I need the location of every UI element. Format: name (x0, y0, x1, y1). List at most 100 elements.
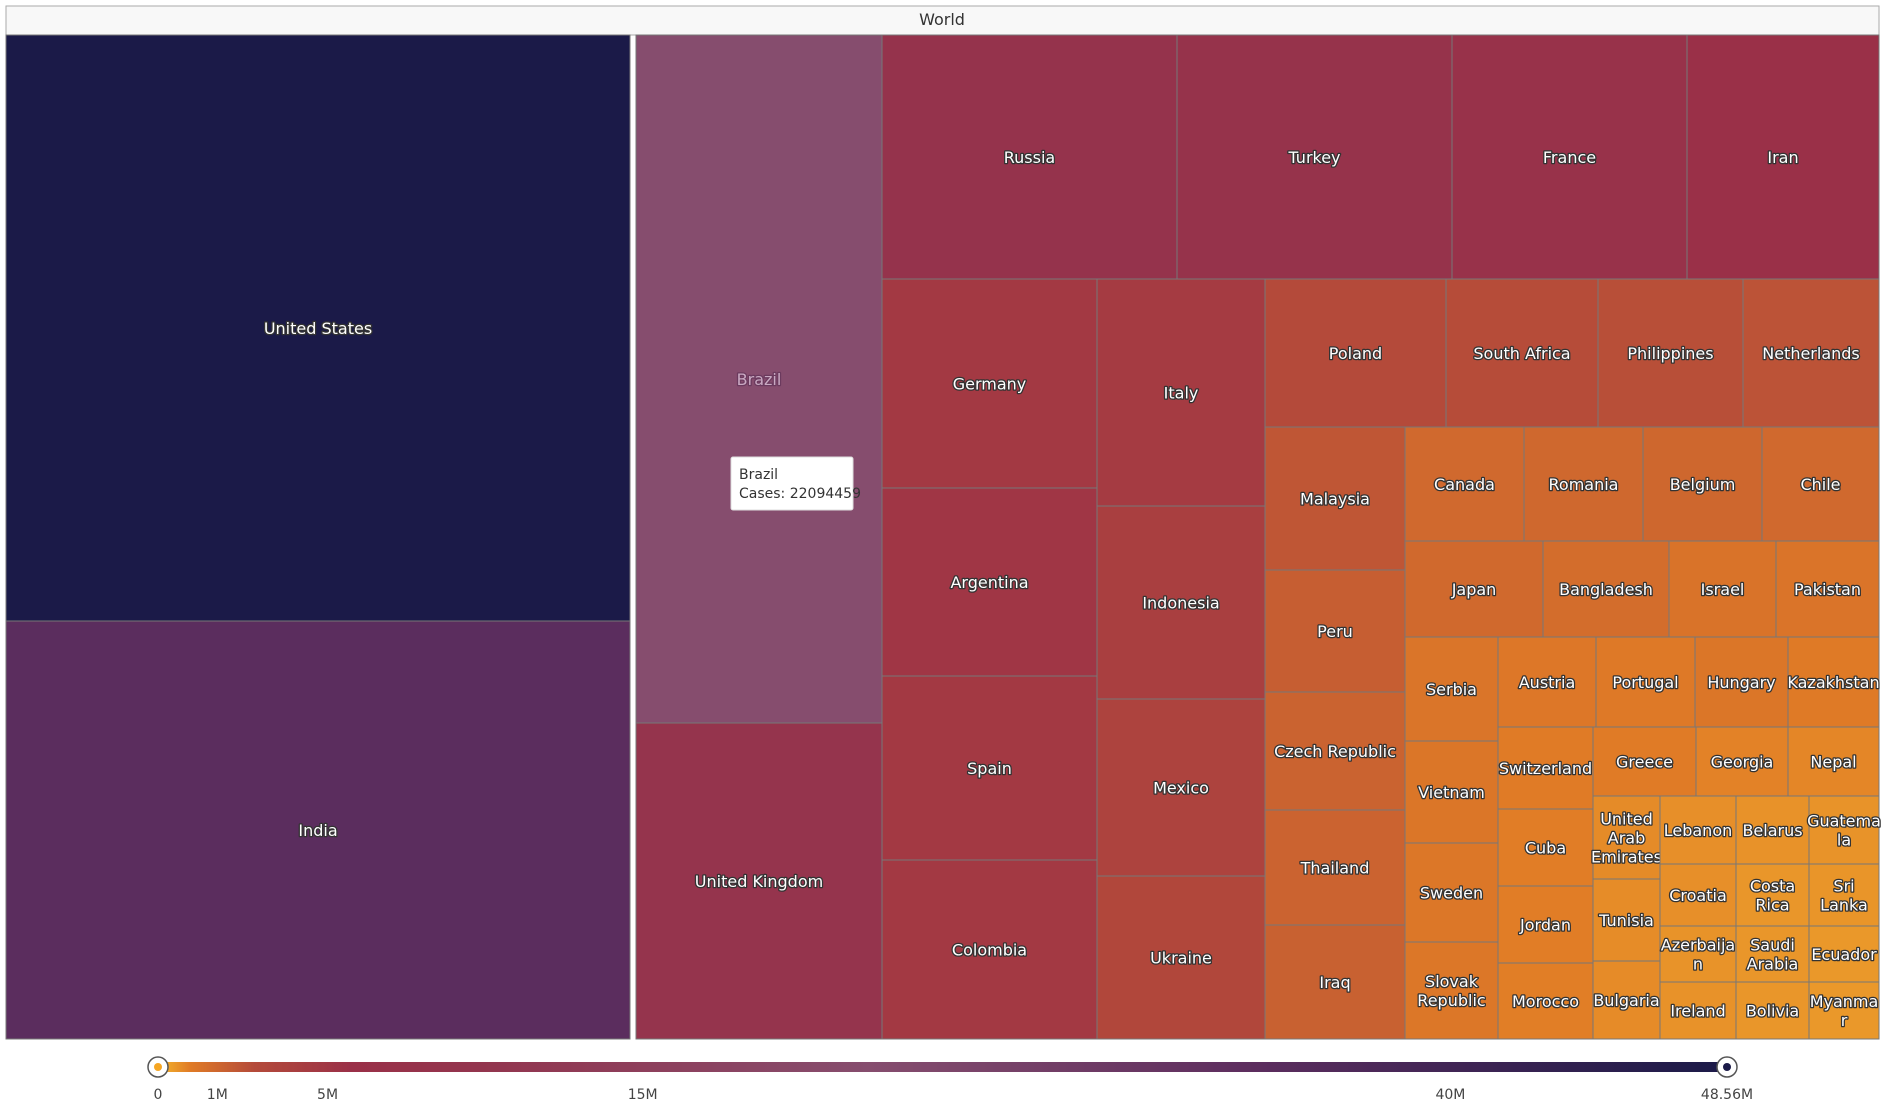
range-handle-max[interactable] (1716, 1056, 1738, 1078)
tile-rect-spain[interactable] (881, 675, 1098, 861)
tile-rect-bolivia[interactable] (1735, 981, 1810, 1040)
tile-rect-russia[interactable] (881, 34, 1178, 280)
tile-rect-slovak-republic[interactable] (1404, 941, 1499, 1040)
tile-chile[interactable]: Chile (1761, 426, 1880, 542)
tile-pakistan[interactable]: Pakistan (1775, 540, 1880, 638)
tile-georgia[interactable]: Georgia (1695, 726, 1789, 797)
tile-myanmar[interactable]: Myanma r (1808, 981, 1880, 1040)
tile-rect-south-africa[interactable] (1445, 278, 1599, 428)
tile-rect-france[interactable] (1451, 34, 1688, 280)
tile-iraq[interactable]: Iraq (1264, 924, 1406, 1040)
tile-indonesia[interactable]: Indonesia (1096, 505, 1266, 700)
tile-ukraine[interactable]: Ukraine (1096, 875, 1266, 1040)
tile-rect-costa-rica[interactable] (1735, 863, 1810, 927)
tile-switzerland[interactable]: Switzerland (1497, 726, 1594, 810)
tile-netherlands[interactable]: Netherlands (1742, 278, 1880, 428)
tile-rect-united-states[interactable] (5, 34, 631, 622)
tile-greece[interactable]: Greece (1592, 726, 1697, 797)
tile-japan[interactable]: Japan (1404, 540, 1544, 638)
tile-rect-poland[interactable] (1264, 278, 1447, 428)
tile-croatia[interactable]: Croatia (1659, 863, 1737, 927)
tile-rect-ecuador[interactable] (1808, 925, 1880, 983)
tile-rect-mexico[interactable] (1096, 698, 1266, 877)
tile-saudi-arabia[interactable]: Saudi Arabia (1735, 925, 1810, 983)
tile-lebanon[interactable]: Lebanon (1659, 795, 1737, 865)
tile-tunisia[interactable]: Tunisia (1592, 878, 1661, 962)
tile-rect-kazakhstan[interactable] (1787, 636, 1880, 728)
tile-india[interactable]: India (5, 620, 631, 1040)
tile-belarus[interactable]: Belarus (1735, 795, 1810, 865)
tile-rect-switzerland[interactable] (1497, 726, 1594, 810)
tile-rect-morocco[interactable] (1497, 962, 1594, 1040)
tile-sri-lanka[interactable]: Sri Lanka (1808, 863, 1880, 927)
tile-romania[interactable]: Romania (1523, 426, 1644, 542)
tile-rect-sweden[interactable] (1404, 842, 1499, 943)
tile-rect-sri-lanka[interactable] (1808, 863, 1880, 927)
tile-turkey[interactable]: Turkey (1176, 34, 1453, 280)
tile-rect-nepal[interactable] (1787, 726, 1880, 797)
tile-morocco[interactable]: Morocco (1497, 962, 1594, 1040)
tile-rect-serbia[interactable] (1404, 636, 1499, 742)
tile-rect-vietnam[interactable] (1404, 740, 1499, 844)
tile-united-kingdom[interactable]: United Kingdom (635, 722, 883, 1040)
treemap-root-header[interactable]: World (5, 5, 1880, 36)
tile-nepal[interactable]: Nepal (1787, 726, 1880, 797)
tile-iran[interactable]: Iran (1686, 34, 1880, 280)
tile-rect-myanmar[interactable] (1808, 981, 1880, 1040)
tile-rect-guatemala[interactable] (1808, 795, 1880, 865)
tile-serbia[interactable]: Serbia (1404, 636, 1499, 742)
tile-philippines[interactable]: Philippines (1597, 278, 1744, 428)
tile-vietnam[interactable]: Vietnam (1404, 740, 1499, 844)
tile-kazakhstan[interactable]: Kazakhstan (1786, 636, 1881, 728)
tile-guatemala[interactable]: Guatema la (1806, 795, 1882, 865)
tile-cuba[interactable]: Cuba (1497, 808, 1594, 887)
tile-rect-philippines[interactable] (1597, 278, 1744, 428)
tile-rect-italy[interactable] (1096, 278, 1266, 507)
tile-rect-canada[interactable] (1404, 426, 1525, 542)
tile-costa-rica[interactable]: Costa Rica (1735, 863, 1810, 927)
tile-rect-croatia[interactable] (1659, 863, 1737, 927)
tile-belgium[interactable]: Belgium (1642, 426, 1763, 542)
tile-rect-georgia[interactable] (1695, 726, 1789, 797)
tile-rect-brazil[interactable] (635, 34, 883, 724)
tile-rect-colombia[interactable] (881, 859, 1098, 1040)
tile-slovak-republic[interactable]: Slovak Republic (1404, 941, 1499, 1040)
tile-rect-romania[interactable] (1523, 426, 1644, 542)
tile-hungary[interactable]: Hungary (1694, 636, 1789, 728)
tile-rect-germany[interactable] (881, 278, 1098, 489)
tile-portugal[interactable]: Portugal (1595, 636, 1696, 728)
tile-czech-republic[interactable]: Czech Republic (1264, 691, 1406, 811)
tile-israel[interactable]: Israel (1668, 540, 1777, 638)
tile-united-arab-emirates[interactable]: United Arab Emirates (1590, 795, 1663, 880)
tile-bangladesh[interactable]: Bangladesh (1542, 540, 1670, 638)
tile-poland[interactable]: Poland (1264, 278, 1447, 428)
tile-germany[interactable]: Germany (881, 278, 1098, 489)
tile-rect-ukraine[interactable] (1096, 875, 1266, 1040)
tile-argentina[interactable]: Argentina (881, 487, 1098, 677)
tile-azerbaijan[interactable]: Azerbaija n (1659, 925, 1737, 983)
tile-bulgaria[interactable]: Bulgaria (1592, 960, 1661, 1040)
tile-rect-saudi-arabia[interactable] (1735, 925, 1810, 983)
tile-spain[interactable]: Spain (881, 675, 1098, 861)
tile-rect-azerbaijan[interactable] (1659, 925, 1737, 983)
tile-united-states[interactable]: United States (5, 34, 631, 622)
tile-canada[interactable]: Canada (1404, 426, 1525, 542)
tile-rect-jordan[interactable] (1497, 885, 1594, 964)
tile-rect-belarus[interactable] (1735, 795, 1810, 865)
tile-rect-cuba[interactable] (1497, 808, 1594, 887)
tile-rect-austria[interactable] (1497, 636, 1597, 728)
tile-rect-indonesia[interactable] (1096, 505, 1266, 700)
tile-rect-netherlands[interactable] (1742, 278, 1880, 428)
tile-rect-lebanon[interactable] (1659, 795, 1737, 865)
tile-mexico[interactable]: Mexico (1096, 698, 1266, 877)
tile-rect-peru[interactable] (1264, 569, 1406, 693)
tile-ireland[interactable]: Ireland (1659, 981, 1737, 1040)
tile-rect-turkey[interactable] (1176, 34, 1453, 280)
tile-jordan[interactable]: Jordan (1497, 885, 1594, 964)
tile-rect-united-kingdom[interactable] (635, 722, 883, 1040)
tile-rect-thailand[interactable] (1264, 809, 1406, 926)
tile-rect-india[interactable] (5, 620, 631, 1040)
tile-rect-japan[interactable] (1404, 540, 1544, 638)
tile-brazil[interactable]: Brazil (635, 34, 883, 724)
tile-south-africa[interactable]: South Africa (1445, 278, 1599, 428)
